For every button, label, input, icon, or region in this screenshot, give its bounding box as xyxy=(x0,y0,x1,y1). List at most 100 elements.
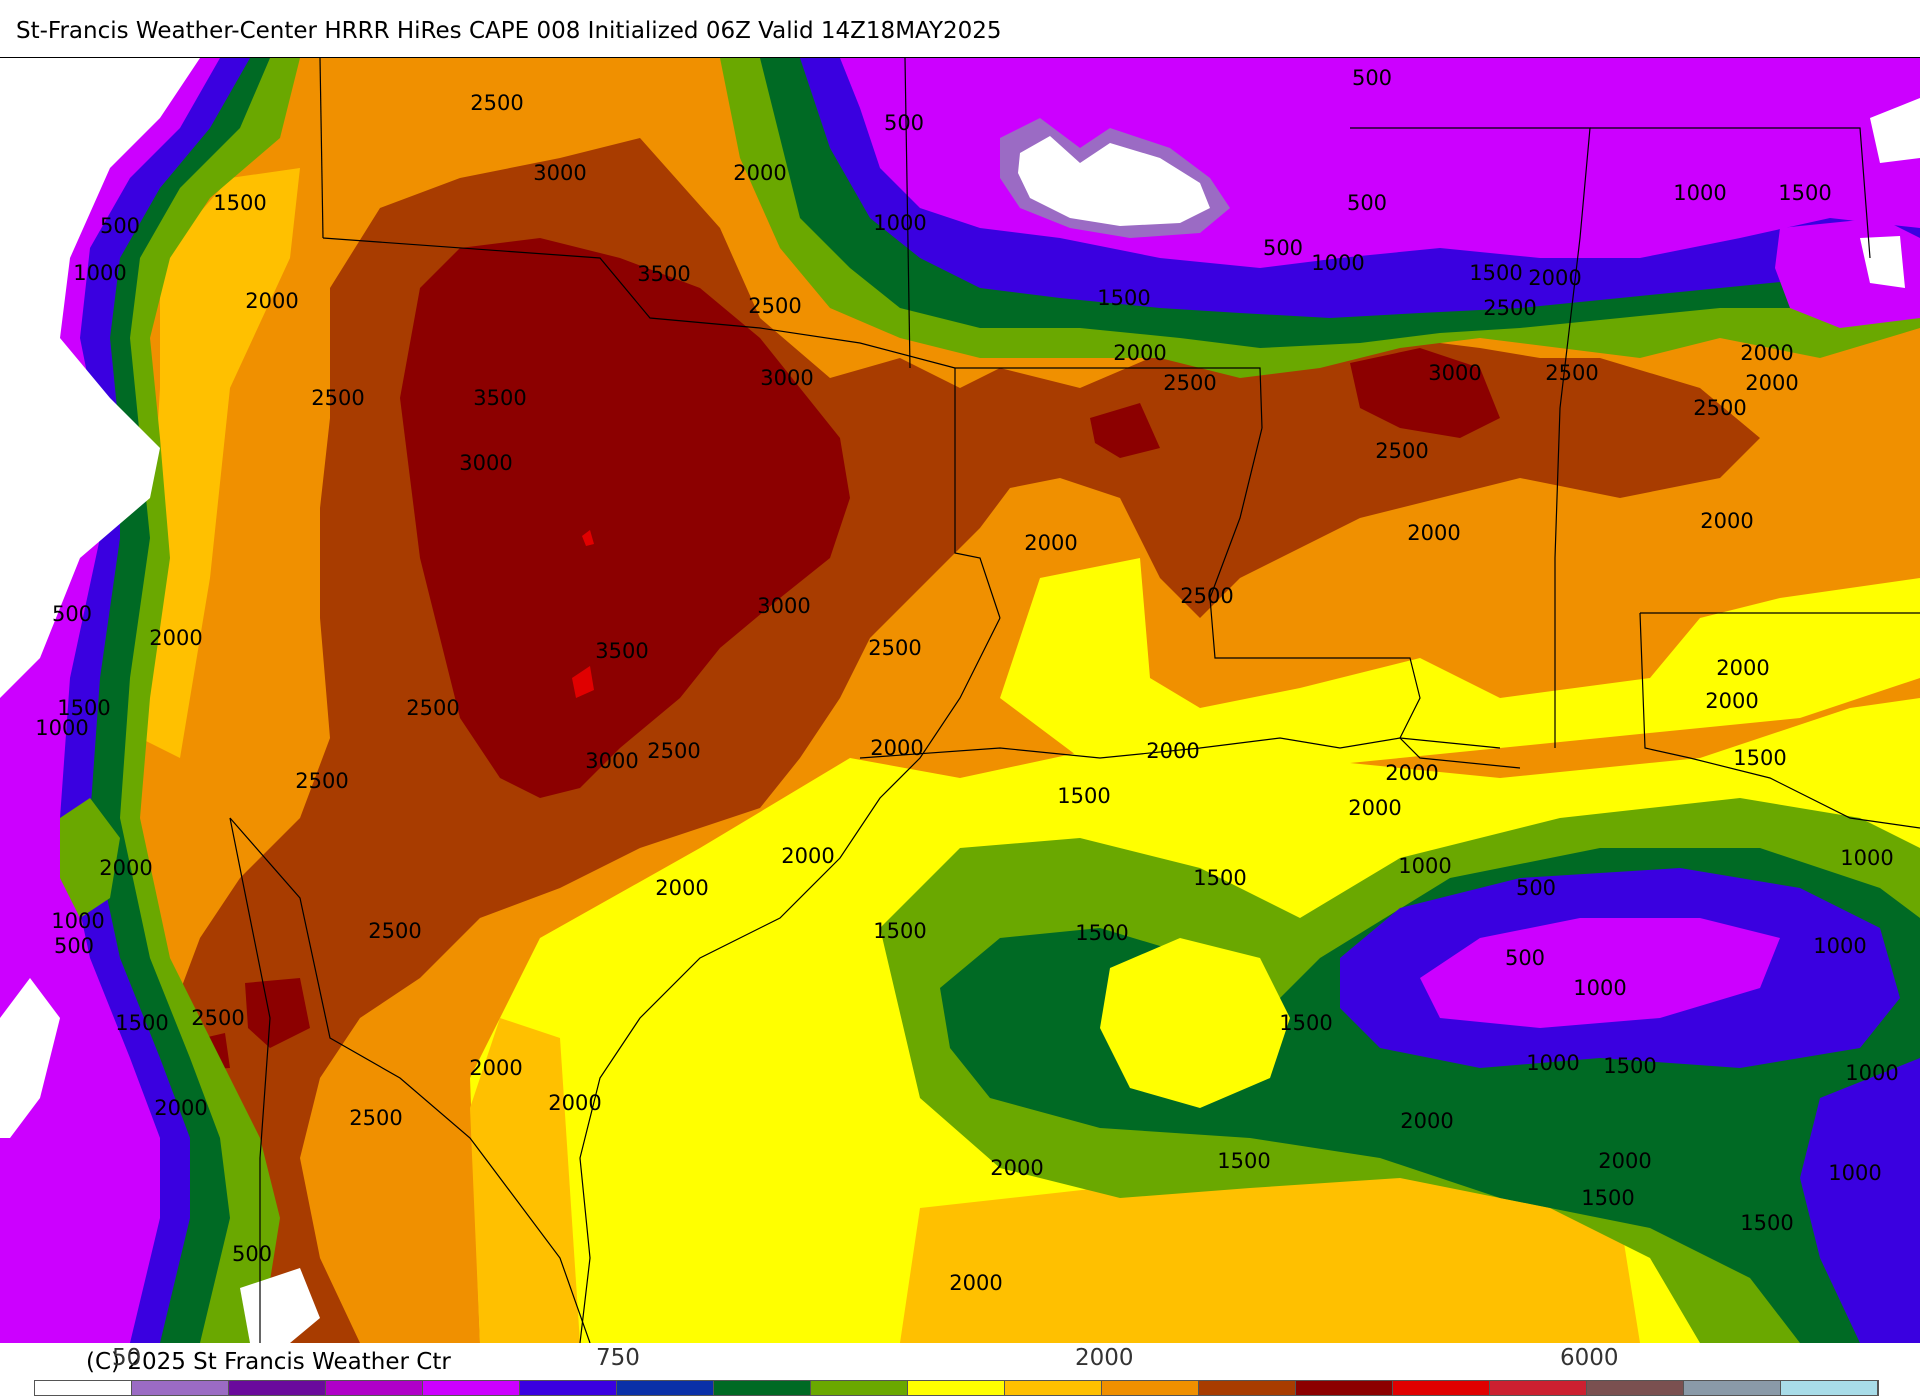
contour-label: 2500 xyxy=(349,1106,402,1130)
contour-label: 1500 xyxy=(1097,286,1150,310)
colorbar xyxy=(34,1380,1879,1396)
contour-label: 2000 xyxy=(1348,796,1401,820)
boundary-line xyxy=(579,617,1001,1343)
contour-label: 500 xyxy=(1352,66,1392,90)
colorbar-swatch xyxy=(908,1381,1005,1395)
contour-label: 2000 xyxy=(990,1156,1043,1180)
contour-label: 500 xyxy=(52,602,92,626)
contour-label: 2500 xyxy=(1375,439,1428,463)
colorbar-swatch xyxy=(520,1381,617,1395)
contour-label: 2500 xyxy=(1483,296,1536,320)
colorbar-tick-label: 50 xyxy=(112,1345,142,1371)
contour-label: 1500 xyxy=(1603,1054,1656,1078)
contour-label: 2500 xyxy=(868,636,921,660)
contour-label: 3500 xyxy=(473,386,526,410)
contour-label: 2000 xyxy=(949,1271,1002,1295)
contour-label: 1500 xyxy=(1740,1211,1793,1235)
contour-label: 3500 xyxy=(595,639,648,663)
colorbar-swatch xyxy=(326,1381,423,1395)
contour-label: 1000 xyxy=(1398,854,1451,878)
contour-labels: 2500 3000 2000 500 500 1500 500 1000 100… xyxy=(35,66,1898,1295)
contour-label: 3000 xyxy=(1428,361,1481,385)
contour-label: 1000 xyxy=(1673,181,1726,205)
cape-zone-west-gold xyxy=(140,168,300,758)
contour-label: 1500 xyxy=(1279,1011,1332,1035)
contour-label: 1500 xyxy=(1469,261,1522,285)
cape-zone-midsouth-maroon-2 xyxy=(1090,403,1160,458)
colorbar-swatch xyxy=(35,1381,132,1395)
colorbar-swatch xyxy=(1102,1381,1199,1395)
cape-zone-great-lakes-white xyxy=(1018,136,1210,226)
contour-label: 2500 xyxy=(295,769,348,793)
boundary-line xyxy=(1209,427,1521,769)
contour-label: 1000 xyxy=(873,211,926,235)
contour-label: 1500 xyxy=(213,191,266,215)
contour-label: 1500 xyxy=(57,696,110,720)
contour-label: 2000 xyxy=(1598,1149,1651,1173)
state-boundaries xyxy=(229,58,1920,1343)
boundary-line xyxy=(229,817,591,1343)
cape-zone-plains-red-core-1 xyxy=(582,530,594,546)
cape-zone-plains-red-core-2 xyxy=(572,666,594,698)
contour-label: 500 xyxy=(232,1242,272,1266)
contour-label: 1500 xyxy=(1193,866,1246,890)
contour-label: 2000 xyxy=(1385,761,1438,785)
colorbar-tick-label: 2000 xyxy=(1075,1345,1134,1371)
boundary-line xyxy=(859,737,1501,759)
contour-label: 500 xyxy=(1347,191,1387,215)
contour-label: 2000 xyxy=(1400,1109,1453,1133)
cape-zone-gulf-yellow-core xyxy=(1100,938,1290,1108)
contour-label: 2000 xyxy=(154,1096,207,1120)
contour-label: 1000 xyxy=(73,261,126,285)
cape-zone-midsouth-maroon xyxy=(1350,348,1500,438)
cape-zone-northeast-white-2 xyxy=(1870,98,1920,163)
contour-label: 2000 xyxy=(1146,739,1199,763)
contour-label: 1000 xyxy=(1813,934,1866,958)
contour-label: 2500 xyxy=(406,696,459,720)
colorbar-swatch xyxy=(714,1381,811,1395)
cape-zone-southwest-maroon xyxy=(245,978,310,1048)
boundary-line xyxy=(229,817,271,1343)
contour-label: 500 xyxy=(884,111,924,135)
contour-label: 2500 xyxy=(1693,396,1746,420)
contour-label: 3000 xyxy=(585,749,638,773)
contour-label: 1000 xyxy=(1573,976,1626,1000)
cape-map: 2500 3000 2000 500 500 1500 500 1000 100… xyxy=(0,57,1920,1343)
cape-zone-gulf-magenta xyxy=(1420,918,1780,1028)
contour-label: 2000 xyxy=(781,844,834,868)
contour-label: 2500 xyxy=(311,386,364,410)
contour-label: 2000 xyxy=(469,1056,522,1080)
contour-label: 2000 xyxy=(733,161,786,185)
cape-zone-gulf-gold xyxy=(900,1158,1640,1343)
contour-label: 500 xyxy=(1263,236,1303,260)
contour-label: 3000 xyxy=(459,451,512,475)
contour-label: 1000 xyxy=(1526,1051,1579,1075)
cape-zone-east-yellow xyxy=(1000,558,1920,778)
contour-label: 2000 xyxy=(548,1091,601,1115)
boundary-line xyxy=(955,367,1263,429)
cape-zone-southeast-blue xyxy=(1800,1058,1920,1343)
contour-label: 1000 xyxy=(1311,251,1364,275)
contour-label: 2500 xyxy=(1163,371,1216,395)
contour-label: 3000 xyxy=(533,161,586,185)
contour-label: 2000 xyxy=(1705,689,1758,713)
contour-label: 2000 xyxy=(1407,521,1460,545)
contour-label: 2000 xyxy=(149,626,202,650)
contour-label: 2000 xyxy=(1745,371,1798,395)
map-title: St-Francis Weather-Center HRRR HiRes CAP… xyxy=(16,18,1002,44)
copyright-notice: (C) 2025 St Francis Weather Ctr xyxy=(86,1349,451,1375)
contour-label: 1000 xyxy=(1845,1061,1898,1085)
contour-label: 2000 xyxy=(1113,341,1166,365)
colorbar-swatch xyxy=(132,1381,229,1395)
boundary-line xyxy=(1590,127,1871,259)
cape-zone-west-white xyxy=(0,58,200,698)
contour-label: 3500 xyxy=(637,262,690,286)
contour-label: 1000 xyxy=(35,716,88,740)
contour-label: 2000 xyxy=(655,876,708,900)
colorbar-swatch xyxy=(1781,1381,1878,1395)
colorbar-tick-label: 6000 xyxy=(1560,1345,1619,1371)
contour-label: 1500 xyxy=(873,919,926,943)
colorbar-swatch xyxy=(1005,1381,1102,1395)
cape-zone-plains-maroon xyxy=(400,238,850,798)
contour-label: 1000 xyxy=(1840,846,1893,870)
